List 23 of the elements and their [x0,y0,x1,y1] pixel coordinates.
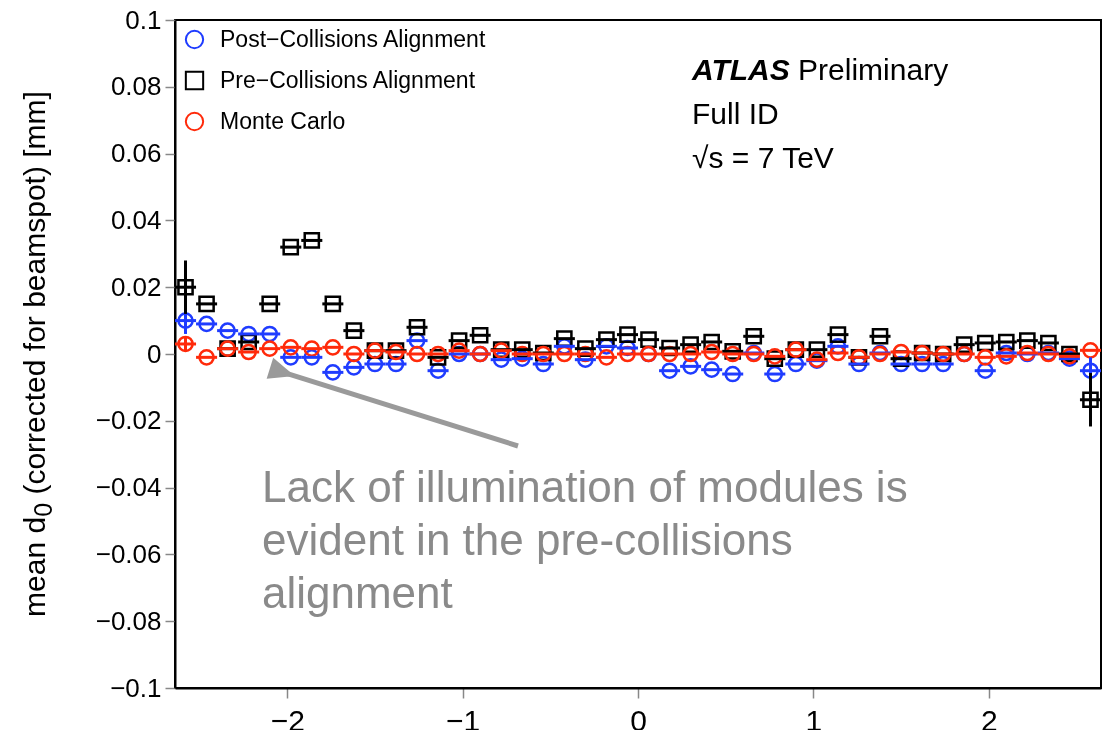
y-tick-label: 0.06 [110,138,162,169]
annotation: Full ID [692,96,779,132]
x-tick-label: 0 [630,703,647,730]
annotation: √s = 7 TeV [692,140,834,176]
annotation: ATLAS Preliminary [692,52,949,88]
annotation: Lack of illumination of modules is evident in the pre-collisions alignment [262,461,909,619]
x-tick-label: −1 [446,703,481,730]
y-tick-label: −0.1 [110,672,162,703]
y-tick-label: −0.08 [95,605,162,636]
y-tick-label: 0.04 [110,204,162,235]
y-tick-label: 0.08 [110,71,162,102]
x-tick-label: 1 [805,703,823,730]
x-tick-label: 2 [980,703,998,730]
legend-label: Pre−Collisions Alignment [220,66,476,93]
legend-label: Monte Carlo [220,107,346,134]
y-tick-label: −0.02 [95,405,162,436]
x-tick-label: −2 [270,703,305,730]
y-tick-label: −0.06 [95,538,162,569]
y-tick-label: −0.04 [95,472,162,503]
y-tick-label: 0.1 [125,4,162,35]
y-tick-label: 0.02 [110,271,162,302]
y-tick-label: 0 [147,338,162,369]
legend-label: Post−Collisions Alignment [220,25,486,52]
